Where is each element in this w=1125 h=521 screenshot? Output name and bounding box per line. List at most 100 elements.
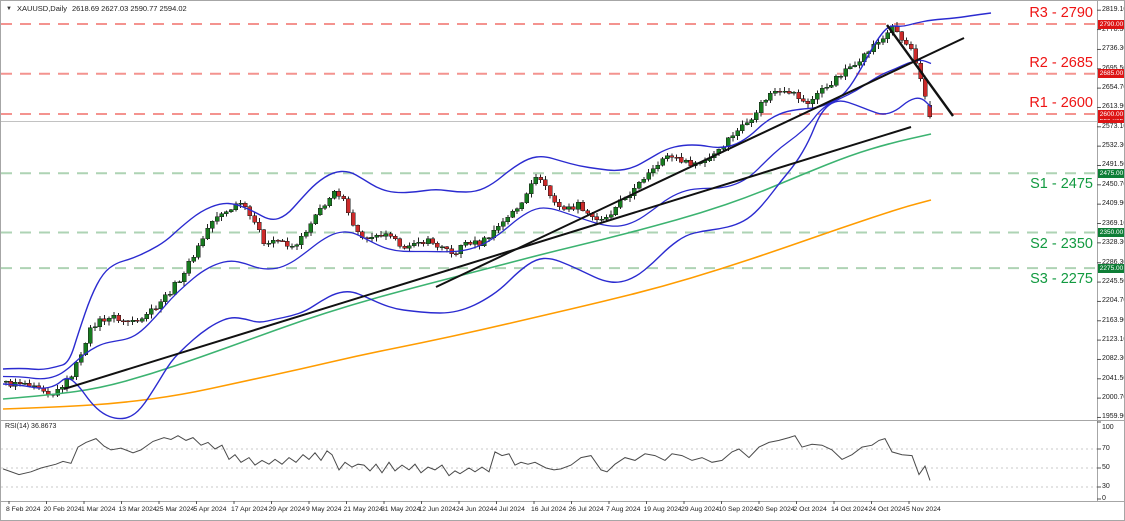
candle-body — [519, 202, 525, 210]
candle-body — [135, 320, 140, 322]
candle-body — [158, 301, 164, 310]
candle-body — [571, 206, 576, 210]
bollinger-lower-band — [2, 97, 932, 420]
price-axis-label: 2328.30 — [1102, 238, 1125, 246]
candle-body — [257, 222, 262, 231]
candle-body — [857, 61, 862, 66]
price-badge-S1: 2475.00 — [1098, 168, 1124, 178]
candle-body — [402, 246, 407, 249]
candle-body — [242, 203, 248, 207]
candle-body — [121, 320, 126, 323]
candle-body — [45, 390, 51, 395]
trendline-2[interactable] — [435, 37, 965, 288]
candle-body — [299, 235, 304, 246]
trendline-1[interactable] — [63, 126, 912, 390]
candle-body — [317, 207, 323, 215]
price-axis-label: 2082.30 — [1102, 355, 1125, 363]
candle-body — [238, 203, 243, 205]
candle-body — [885, 32, 890, 40]
candle-body — [665, 155, 670, 159]
candle-body — [791, 92, 797, 94]
candle-body — [111, 314, 117, 319]
candle-body — [163, 294, 168, 303]
candle-body — [726, 137, 731, 147]
candle-body — [355, 225, 360, 232]
date-axis-label: 12 Jun 2024 — [418, 506, 456, 513]
candle-body — [904, 40, 909, 45]
candle-body — [683, 159, 689, 163]
candle-body — [805, 101, 811, 104]
candle-body — [472, 240, 478, 245]
candle-body — [205, 227, 210, 239]
candle-body — [524, 193, 529, 204]
price-axis-label: 2491.50 — [1102, 161, 1125, 169]
candle-body — [660, 158, 665, 166]
candle-body — [847, 66, 853, 69]
price-axis-label: 2409.90 — [1102, 200, 1125, 208]
candle-body — [383, 233, 389, 237]
slow-ma-line — [2, 199, 932, 410]
candle-body — [543, 179, 548, 187]
chart-legend: ▼ XAUUSD,Daily 2618.69 2627.03 2590.77 2… — [6, 4, 187, 13]
candle-body — [749, 119, 754, 124]
candle-body — [547, 185, 553, 196]
candle-body — [552, 195, 557, 203]
candle-body — [758, 101, 764, 113]
date-axis-label: 25 Mar 2024 — [156, 506, 195, 513]
candle-body — [458, 245, 464, 255]
candle-body — [60, 387, 65, 390]
price-axis-label: 2245.50 — [1102, 278, 1125, 286]
price-axis-label: 2204.70 — [1102, 297, 1125, 305]
date-axis-label: 20 Feb 2024 — [43, 506, 82, 513]
candle-body — [411, 243, 417, 246]
price-axis-label: 2819.10 — [1102, 6, 1125, 14]
candle-body — [772, 91, 778, 94]
date-axis-label: 7 Aug 2024 — [606, 506, 641, 513]
candle-body — [97, 318, 103, 327]
legend-expander-icon[interactable]: ▼ — [6, 5, 12, 12]
date-axis-label: 20 Sep 2024 — [756, 506, 795, 513]
candle-body — [439, 246, 445, 249]
candle-body — [261, 229, 267, 244]
candle-body — [899, 31, 905, 41]
candle-body — [801, 98, 806, 102]
candles-layer — [3, 22, 933, 398]
legend-ohlc-values: 2618.69 2627.03 2590.77 2594.02 — [71, 4, 187, 13]
candle-body — [350, 212, 356, 226]
price-axis-label: 2369.10 — [1102, 219, 1125, 227]
date-axis-label: 4 Jul 2024 — [493, 506, 525, 513]
candle-body — [876, 42, 881, 45]
candle-body — [88, 327, 93, 344]
price-axis-label: 2736.30 — [1102, 45, 1125, 53]
price-axis-label: 2778.30 — [1102, 25, 1125, 33]
candle-body — [669, 155, 675, 158]
candle-body — [838, 76, 844, 78]
rsi-scale-label: 50 — [1102, 464, 1110, 471]
candle-body — [604, 216, 609, 220]
candle-body — [177, 281, 182, 283]
candle-body — [514, 208, 520, 212]
candle-body — [332, 191, 337, 199]
trendline-3[interactable] — [886, 24, 954, 117]
level-label-R1: R1 - 2600 — [1029, 95, 1093, 112]
price-axis-label: 2163.90 — [1102, 316, 1125, 324]
candle-body — [125, 320, 131, 323]
candle-body — [608, 214, 614, 218]
price-axis-label: 2573.10 — [1102, 122, 1125, 130]
candle-body — [388, 233, 393, 237]
date-axis-label: 17 Apr 2024 — [231, 506, 268, 513]
price-axis-label: 2654.70 — [1102, 84, 1125, 92]
candle-body — [777, 91, 783, 93]
date-axis-label: 31 May 2024 — [381, 506, 421, 513]
candle-body — [852, 64, 858, 67]
candle-body — [219, 213, 224, 217]
candle-body — [55, 388, 60, 396]
candle-body — [116, 314, 121, 322]
candle-body — [510, 210, 515, 218]
candle-body — [369, 237, 375, 239]
candle-body — [186, 260, 192, 274]
bollinger-middle-band — [2, 59, 932, 380]
candle-body — [64, 379, 70, 388]
candle-body — [561, 206, 567, 210]
